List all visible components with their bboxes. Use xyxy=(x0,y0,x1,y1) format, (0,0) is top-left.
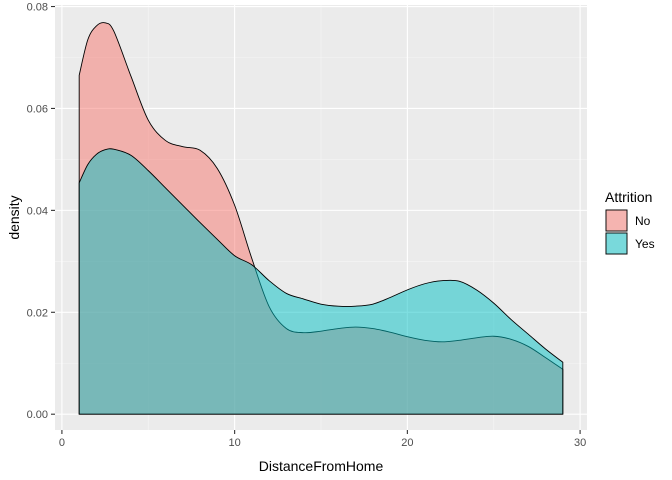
x-tick-label: 30 xyxy=(574,437,586,449)
legend-swatch xyxy=(605,232,628,255)
legend-label: Yes xyxy=(635,237,655,251)
x-axis-title: DistanceFromHome xyxy=(259,458,384,474)
y-tick-label: 0.00 xyxy=(27,409,48,421)
legend-items: No Yes xyxy=(605,209,655,255)
y-axis-title: density xyxy=(6,195,22,239)
y-tick-label: 0.04 xyxy=(27,205,48,217)
x-tick-label: 20 xyxy=(401,437,413,449)
x-axis: 0 10 20 30 xyxy=(59,430,586,449)
legend-swatch xyxy=(605,209,628,232)
legend-item-no: No xyxy=(605,209,651,232)
legend: Attrition No Yes xyxy=(605,189,655,255)
density-areas xyxy=(78,22,564,415)
legend-item-yes: Yes xyxy=(605,232,655,255)
x-tick-label: 0 xyxy=(59,437,65,449)
y-tick-label: 0.08 xyxy=(27,2,48,14)
x-tick-label: 10 xyxy=(229,437,241,449)
legend-title: Attrition xyxy=(605,189,652,205)
y-axis: 0.00 0.02 0.04 0.06 0.08 xyxy=(27,2,55,421)
y-tick-label: 0.06 xyxy=(27,103,48,115)
y-tick-label: 0.02 xyxy=(27,307,48,319)
density-area-yes xyxy=(78,148,564,415)
legend-label: No xyxy=(635,214,651,228)
